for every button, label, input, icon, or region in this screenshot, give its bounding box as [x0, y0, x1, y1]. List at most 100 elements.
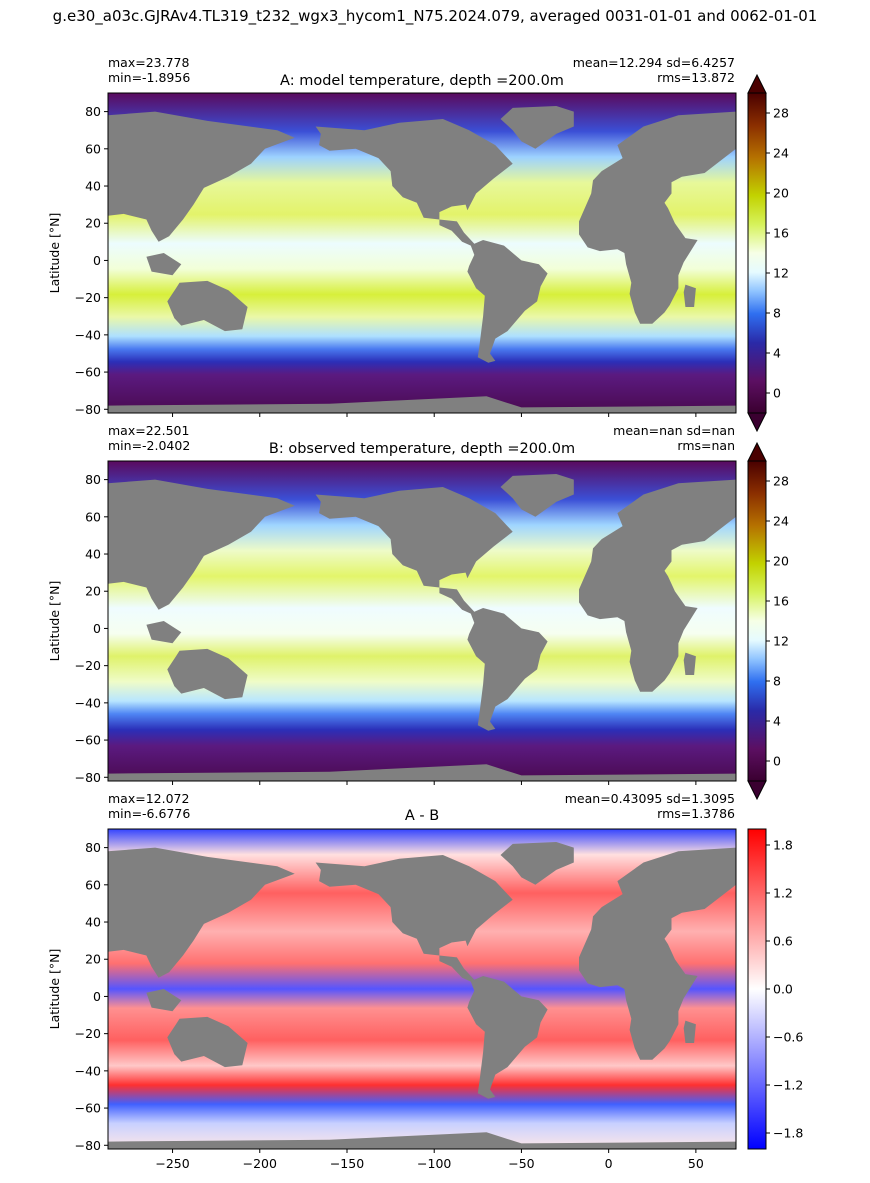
panel-a-ytick-label: −60	[75, 365, 101, 380]
panel-c-colorbar-label: 1.8	[773, 838, 793, 853]
panel-a-land-eurafrica	[579, 111, 736, 324]
panel-b-land-madagascar	[683, 652, 696, 675]
panel-b-ytick-label: −60	[75, 733, 101, 748]
panel-c-colorbar-label: −0.6	[773, 1030, 803, 1045]
panel-c-xtick-label: −250	[155, 1156, 189, 1171]
panel-c-stats-left: max=12.072 min=-6.6776	[108, 791, 190, 821]
panel-c-ytick-label: 60	[85, 877, 101, 892]
panel-c-colorbar-label: 1.2	[773, 886, 793, 901]
panel-a-colorbar-label: 0	[773, 386, 781, 401]
panel-b-plot: −80 −60 −40 −20 0 20 40 60 80 Latitude [°N] 0 4 8 12 1…	[47, 441, 789, 801]
panel-c-colorbar-label: 0.6	[773, 934, 793, 949]
panel-b-land-americas	[315, 487, 548, 731]
panel-c-max: max=12.072	[108, 791, 190, 806]
panel-a-colorbar-label: 4	[773, 346, 781, 361]
panel-b-ytick-label: −20	[75, 658, 101, 673]
panel-b-colorbar-label: 20	[773, 554, 789, 569]
panel-b-min: min=-2.0402	[108, 438, 191, 453]
panel-b-ytick-label: 40	[85, 547, 101, 562]
panel-a-mean-sd: mean=12.294 sd=6.4257	[572, 55, 735, 70]
panel-c-xtick-label: −50	[508, 1156, 534, 1171]
panel-b-colorbar-label: 4	[773, 714, 781, 729]
panel-a-land-greenland	[500, 106, 574, 149]
panel-a-rms: rms=13.872	[657, 70, 735, 85]
panel-c-colorbar-label: −1.2	[773, 1078, 803, 1093]
panel-a-land-australia	[167, 280, 248, 332]
panel-a-axes-frame	[107, 92, 737, 414]
panel-a-stats-right: mean=12.294 sd=6.4257 rms=13.872	[573, 55, 735, 85]
panel-b-colorbar-label: 16	[773, 594, 789, 609]
panel-a-colorbar-extend-bottom	[747, 412, 767, 433]
panel-a-colorbar-label: 8	[773, 306, 781, 321]
panel-c-xtick-label: 0	[605, 1156, 613, 1171]
panel-b-land-indonesia	[146, 621, 182, 644]
panel-b-colorbar-label: 12	[773, 634, 789, 649]
panel-b-ytick-label: 20	[85, 584, 101, 599]
panel-b-colorbar-extend-top	[747, 441, 767, 462]
panel-c-ytick-label: 80	[85, 840, 101, 855]
panel-b-axes-frame	[107, 460, 737, 782]
panel-b-colorbar-extend-bottom	[747, 780, 767, 801]
panel-a-land-indonesia	[146, 253, 182, 276]
panel-a-ytick-label: 20	[85, 216, 101, 231]
panel-c-land-australia	[167, 1016, 248, 1068]
panel-a-colorbar: 0 4 8 12 16 20 24 28	[747, 73, 789, 433]
panel-c-land-madagascar	[683, 1020, 696, 1043]
panel-c-land-americas	[315, 855, 548, 1099]
panel-a-min: min=-1.8956	[108, 70, 191, 85]
panel-c-xtick-label: 50	[688, 1156, 704, 1171]
panel-c-axes-frame	[107, 828, 737, 1150]
panel-c-ytick-label: 0	[93, 989, 101, 1004]
panel-c-colorbar-label: 0.0	[773, 982, 793, 997]
panel-a-colorbar-label: 28	[773, 106, 789, 121]
panel-a-ylabel: Latitude [°N]	[47, 213, 62, 294]
panel-c-colorbar: −1.8 −1.2 −0.6 0.0 0.6 1.2 1.8	[747, 828, 803, 1150]
panel-a-ytick-label: −80	[75, 402, 101, 417]
panel-c-land-greenland	[500, 842, 574, 885]
panel-b-mean-sd: mean=nan sd=nan	[613, 423, 735, 438]
panel-b-colorbar: 0 4 8 12 16 20 24 28	[747, 441, 789, 801]
panel-a-max: max=23.778	[108, 55, 190, 70]
panel-a-land-madagascar	[683, 284, 696, 307]
panel-c-mean-sd: mean=0.43095 sd=1.3095	[564, 791, 735, 806]
panel-a-colorbar-extend-top	[747, 73, 767, 94]
panel-b-land-greenland	[500, 474, 574, 517]
panel-a-land-antarctica	[108, 396, 736, 413]
panel-c-stats-right: mean=0.43095 sd=1.3095 rms=1.3786	[565, 791, 735, 821]
panel-c-ylabel: Latitude [°N]	[47, 949, 62, 1030]
panel-c-title: A - B	[404, 808, 440, 824]
panel-a-ytick-label: 40	[85, 179, 101, 194]
panel-c-min: min=-6.6776	[108, 806, 191, 821]
panel-a-ytick-label: 60	[85, 141, 101, 156]
panel-a-colorbar-label: 16	[773, 226, 789, 241]
panel-b-colorbar-label: 8	[773, 674, 781, 689]
panel-b-ytick-label: −40	[75, 695, 101, 710]
panel-b-ytick-label: 60	[85, 509, 101, 524]
panel-b-title: B: observed temperature, depth =200.0m	[268, 441, 576, 457]
panel-b-land-australia	[167, 648, 248, 700]
panel-b-ytick-label: 0	[93, 621, 101, 636]
figure-suptitle: g.e30_a03c.GJRAv4.TL319_t232_wgx3_hycom1…	[52, 7, 818, 25]
panel-c-ytick-label: 20	[85, 952, 101, 967]
panel-c-ytick-label: −60	[75, 1101, 101, 1116]
panel-c-xtick-label: −150	[330, 1156, 364, 1171]
panel-c-colorbar-body	[747, 828, 767, 1150]
panel-b-ytick-label: −80	[75, 770, 101, 785]
panel-c-xtick-label: −200	[243, 1156, 277, 1171]
panel-b-colorbar-label: 24	[773, 514, 789, 529]
panel-a-land-asia	[108, 111, 295, 242]
panel-a-stats-left: max=23.778 min=-1.8956	[108, 55, 190, 85]
panel-c-xtick-label: −100	[417, 1156, 451, 1171]
panel-a-plot: −80 −60 −40 −20 0 20 40 60 80 Latitude [°N] 0 4 8 12 1…	[47, 73, 789, 433]
panel-c-land-antarctica	[108, 1132, 736, 1149]
panel-a-ytick-label: 0	[93, 253, 101, 268]
panel-b-max: max=22.501	[108, 423, 190, 438]
panel-a-title: A: model temperature, depth =200.0m	[280, 73, 564, 89]
panel-b-rms: rms=nan	[677, 438, 735, 453]
panel-b-land-antarctica	[108, 764, 736, 781]
panel-b-colorbar-body	[747, 460, 767, 782]
panel-a-colorbar-body	[747, 92, 767, 414]
panel-b-ylabel: Latitude [°N]	[47, 581, 62, 662]
